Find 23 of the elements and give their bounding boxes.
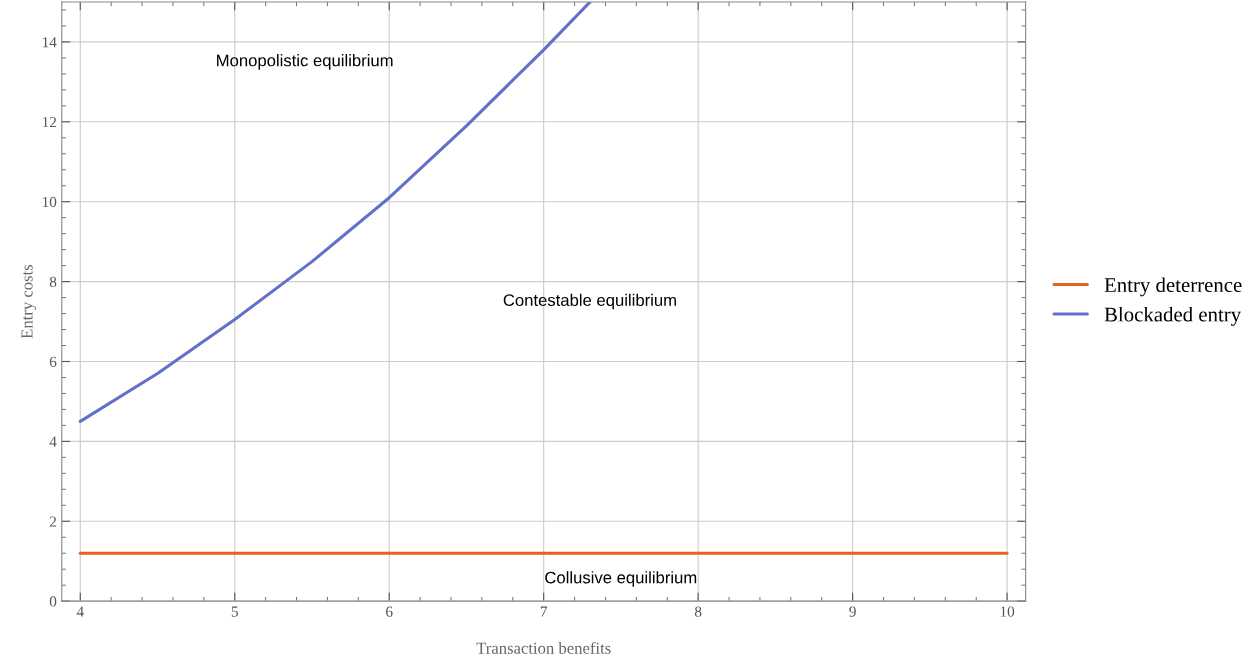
x-tick-label: 4 [76, 606, 84, 617]
legend-label: Blockaded entry [1104, 306, 1242, 326]
y-tick-label: 12 [42, 116, 57, 128]
y-tick-label: 6 [49, 356, 57, 367]
x-axis-title: Transaction benefits [476, 641, 611, 654]
x-tick-label: 10 [1000, 606, 1015, 617]
line-series [78, 1, 592, 423]
x-tick-label: 5 [231, 606, 238, 617]
x-tick-label: 7 [540, 606, 548, 617]
y-tick-label: 0 [49, 596, 57, 607]
annotation: Monopolistic equilibrium [217, 54, 393, 70]
x-tick-label: 6 [386, 606, 393, 617]
annotation: Collusive equilibrium [545, 571, 697, 587]
y-tick-label: 10 [42, 196, 57, 208]
y-tick-label: 2 [49, 516, 57, 527]
y-tick-label: 14 [42, 37, 57, 48]
y-axis-title: Entry costs [21, 264, 37, 339]
legend-label: Entry deterrence [1104, 277, 1242, 297]
y-tick-label: 8 [49, 276, 57, 288]
y-tick-label: 4 [49, 436, 57, 447]
annotation: Contestable equilibrium [503, 293, 676, 310]
x-tick-label: 9 [849, 606, 856, 617]
x-tick-label: 8 [694, 606, 702, 617]
